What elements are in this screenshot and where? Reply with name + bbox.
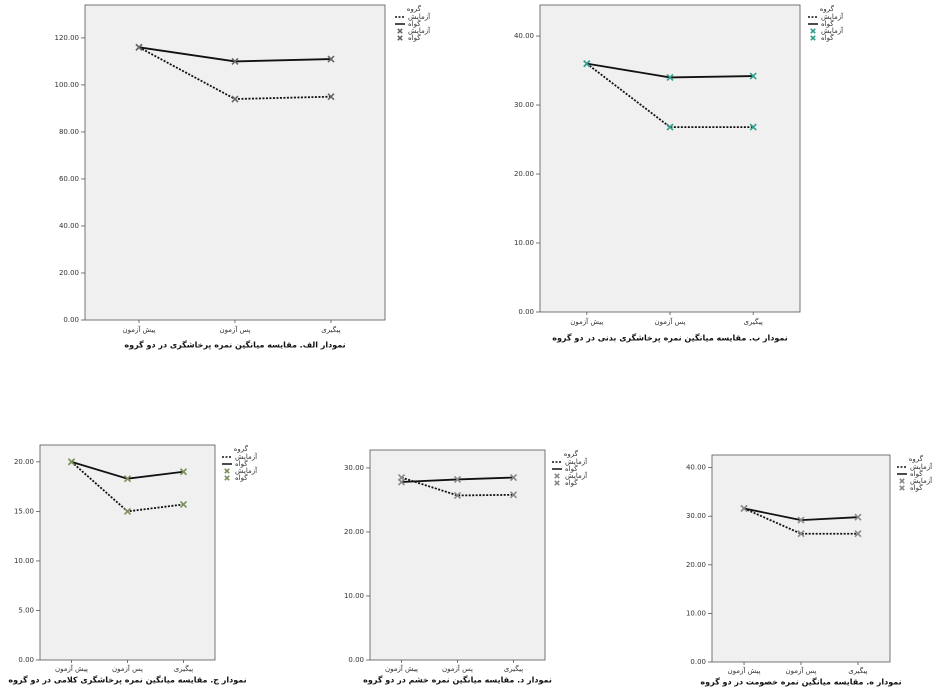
- legend-marker: [398, 29, 402, 33]
- plot-area: [85, 5, 385, 320]
- y-tick-label: 10.00: [514, 239, 534, 247]
- y-tick-label: 40.00: [59, 222, 79, 230]
- legend-title: گروه: [564, 449, 579, 458]
- legend-title: گروه: [407, 4, 422, 13]
- plot-area: [540, 5, 800, 312]
- legend-marker: [900, 486, 904, 490]
- y-tick-label: 20.00: [514, 170, 534, 178]
- legend-label: گواه: [235, 473, 248, 482]
- legend-marker: [398, 36, 402, 40]
- x-tick-label: پس آزمون: [220, 325, 251, 334]
- x-tick-label: پیگیری: [174, 664, 193, 673]
- legend-label: گواه: [910, 483, 923, 492]
- y-tick-label: 0.00: [18, 656, 34, 664]
- x-tick-label: پیگیری: [504, 664, 523, 673]
- plot-area: [370, 450, 545, 660]
- legend-label: گواه: [821, 33, 834, 42]
- y-tick-label: 20.00: [59, 269, 79, 277]
- legend-marker: [555, 481, 559, 485]
- y-tick-label: 20.00: [686, 561, 706, 569]
- figure-page: 0.00 20.00 40.00 60.00 80.00 100.00 120.00 پیش …: [0, 0, 933, 691]
- legend-marker: [225, 476, 229, 480]
- legend-label: گواه: [565, 478, 578, 487]
- y-tick-label: 0.00: [348, 656, 364, 664]
- chart-caption: نمودار د. مقایسه میانگین نمره خشم در دو …: [363, 675, 552, 685]
- y-tick-label: 40.00: [686, 464, 706, 472]
- legend-marker: [811, 36, 815, 40]
- y-tick-label: 60.00: [59, 175, 79, 183]
- legend-title: گروه: [909, 454, 924, 463]
- legend-label: گواه: [408, 33, 421, 42]
- y-tick-label: 20.00: [344, 528, 364, 536]
- legend-marker: [811, 29, 815, 33]
- x-tick-label: پیش آزمون: [385, 664, 418, 673]
- x-tick-label: پس آزمون: [442, 664, 473, 673]
- x-tick-label: پیگیری: [744, 317, 763, 326]
- y-tick-label: 120.00: [55, 34, 80, 42]
- legend-title: گروه: [820, 4, 835, 13]
- legend-marker: [555, 474, 559, 478]
- plot-area: [40, 445, 215, 660]
- y-tick-label: 30.00: [514, 101, 534, 109]
- y-tick-label: 100.00: [55, 81, 80, 89]
- x-tick-label: پیش آزمون: [570, 317, 603, 326]
- x-tick-label: پیش آزمون: [728, 666, 761, 675]
- x-tick-label: پس آزمون: [786, 666, 817, 675]
- x-tick-label: پیش آزمون: [55, 664, 88, 673]
- y-tick-label: 10.00: [14, 557, 34, 565]
- x-tick-label: پس آزمون: [112, 664, 143, 673]
- chart-caption: نمودار ه. مقایسه میانگین نمره خصومت در د…: [700, 677, 901, 687]
- chart-caption: نمودار ج. مقایسه میانگین نمره پرخاشگری ک…: [8, 675, 246, 685]
- x-tick-label: پیگیری: [321, 325, 340, 334]
- x-tick-label: پیگیری: [848, 666, 867, 675]
- y-tick-label: 0.00: [690, 658, 706, 666]
- y-tick-label: 10.00: [344, 592, 364, 600]
- legend-title: گروه: [234, 444, 249, 453]
- legend-marker: [900, 479, 904, 483]
- chart-caption: نمودار ب. مقایسه میانگین نمره پرخاشگری ب…: [552, 333, 788, 343]
- y-tick-label: 0.00: [63, 316, 79, 324]
- y-tick-label: 40.00: [514, 32, 534, 40]
- legend-marker: [225, 469, 229, 473]
- x-tick-label: پس آزمون: [655, 317, 686, 326]
- y-tick-label: 30.00: [686, 512, 706, 520]
- plot-area: [712, 455, 890, 662]
- y-tick-label: 80.00: [59, 128, 79, 136]
- y-tick-label: 0.00: [518, 308, 534, 316]
- y-tick-label: 10.00: [686, 609, 706, 617]
- y-tick-label: 20.00: [14, 458, 34, 466]
- y-tick-label: 5.00: [18, 606, 34, 614]
- y-tick-label: 30.00: [344, 464, 364, 472]
- x-tick-label: پیش آزمون: [122, 325, 155, 334]
- chart-caption: نمودار الف. مقایسه میانگین نمره پرخاشگری…: [124, 340, 345, 350]
- y-tick-label: 15.00: [14, 507, 34, 515]
